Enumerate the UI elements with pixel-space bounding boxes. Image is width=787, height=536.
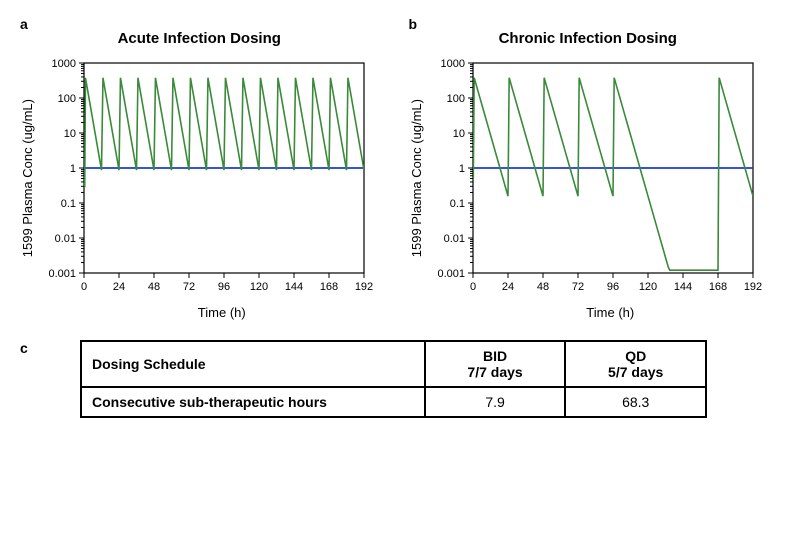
table-row-label: Consecutive sub-therapeutic hours [81,387,425,417]
svg-text:96: 96 [606,281,618,293]
svg-text:100: 100 [58,93,76,105]
table-header-bid-line2: 7/7 days [436,364,555,380]
panel-c-letter: c [20,340,28,356]
panel-a-chart: 0.001 0.01 0.1 1 10 100 1000 0 24 48 72 96 120 144 168… [39,53,374,303]
panel-b-title: Chronic Infection Dosing [409,30,768,47]
panel-b-xlabel: Time (h) [454,305,768,320]
svg-text:192: 192 [355,281,373,293]
panel-a-letter: a [20,16,28,32]
svg-text:0.001: 0.001 [48,268,76,280]
dosing-table: Dosing Schedule BID 7/7 days QD 5/7 days… [80,340,707,418]
svg-text:0: 0 [81,281,87,293]
svg-text:1: 1 [70,163,76,175]
svg-text:48: 48 [148,281,160,293]
table-header-bid: BID 7/7 days [425,341,566,387]
svg-text:10: 10 [64,128,76,140]
panel-b-ylabel: 1599 Plasma Conc (ug/mL) [409,99,424,257]
svg-text:1000: 1000 [440,58,464,70]
panel-b: b Chronic Infection Dosing 1599 Plasma C… [409,20,768,320]
panel-a-xlabel: Time (h) [65,305,379,320]
svg-text:0.1: 0.1 [449,198,464,210]
panels-row: a Acute Infection Dosing 1599 Plasma Con… [20,20,767,320]
svg-text:10: 10 [452,128,464,140]
table-header-row: Dosing Schedule BID 7/7 days QD 5/7 days [81,341,706,387]
panel-b-letter: b [409,16,418,32]
svg-text:192: 192 [743,281,761,293]
table-header-qd-line1: QD [576,348,695,364]
svg-text:0.1: 0.1 [61,198,76,210]
panel-b-chart-wrap: 1599 Plasma Conc (ug/mL) 0.001 0.01 0.1 1 10… [409,53,768,303]
svg-text:48: 48 [536,281,548,293]
svg-text:24: 24 [113,281,125,293]
svg-text:72: 72 [183,281,195,293]
svg-text:0.001: 0.001 [437,268,465,280]
svg-text:100: 100 [446,93,464,105]
table-header-qd-line2: 5/7 days [576,364,695,380]
svg-text:120: 120 [250,281,268,293]
panel-c: c Dosing Schedule BID 7/7 days QD 5/7 da… [20,340,767,418]
table-cell-bid: 7.9 [425,387,566,417]
table-cell-qd: 68.3 [565,387,706,417]
svg-text:168: 168 [320,281,338,293]
table-header-schedule: Dosing Schedule [81,341,425,387]
table-header-qd: QD 5/7 days [565,341,706,387]
svg-text:96: 96 [218,281,230,293]
panel-b-chart: 0.001 0.01 0.1 1 10 100 1000 0 24 48 72 96 120 144 168… [428,53,763,303]
svg-text:144: 144 [285,281,303,293]
svg-text:72: 72 [571,281,583,293]
panel-a-ylabel: 1599 Plasma Conc (ug/mL) [20,99,35,257]
svg-text:168: 168 [708,281,726,293]
table-header-bid-line1: BID [436,348,555,364]
table-row: Consecutive sub-therapeutic hours 7.9 68… [81,387,706,417]
svg-text:1000: 1000 [52,58,76,70]
svg-text:24: 24 [501,281,513,293]
figure-container: a Acute Infection Dosing 1599 Plasma Con… [20,20,767,418]
svg-text:120: 120 [638,281,656,293]
panel-a-title: Acute Infection Dosing [20,30,379,47]
panel-a: a Acute Infection Dosing 1599 Plasma Con… [20,20,379,320]
svg-text:0.01: 0.01 [55,233,76,245]
panel-a-chart-wrap: 1599 Plasma Conc (ug/mL) 0.001 0.01 0.1 1 10… [20,53,379,303]
svg-text:0.01: 0.01 [443,233,464,245]
svg-text:144: 144 [673,281,691,293]
svg-text:0: 0 [469,281,475,293]
svg-text:1: 1 [458,163,464,175]
